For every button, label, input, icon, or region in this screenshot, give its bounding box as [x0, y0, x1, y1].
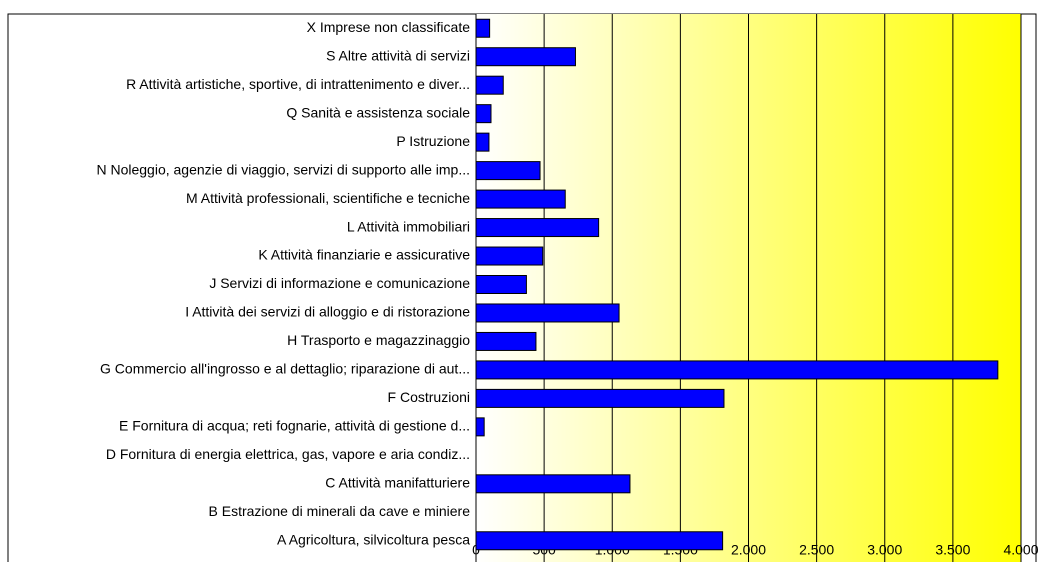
y-tick-label: M Attività professionali, scientifiche e…: [186, 190, 470, 206]
bar: [475, 531, 724, 551]
y-tick-label: N Noleggio, agenzie di viaggio, servizi …: [96, 161, 470, 177]
y-tick-label: A Agricoltura, silvicoltura pesca: [277, 531, 470, 547]
y-tick-label: R Attività artistiche, sportive, di intr…: [126, 76, 470, 92]
bar: [475, 360, 999, 380]
y-tick-label: H Trasporto e magazzinaggio: [287, 332, 470, 348]
x-tick-label: 4.000: [1003, 542, 1038, 558]
bar: [475, 18, 491, 38]
bar: [475, 388, 725, 408]
x-tick-label: 3.500: [935, 542, 970, 558]
y-tick-label: X Imprese non classificate: [307, 19, 471, 35]
y-tick-label: F Costruzioni: [388, 389, 470, 405]
y-tick-label: J Servizi di informazione e comunicazion…: [209, 275, 470, 291]
bar: [475, 132, 490, 152]
y-tick-label: I Attività dei servizi di alloggio e di …: [185, 304, 470, 320]
bar: [475, 246, 544, 266]
y-tick-label: D Fornitura di energia elettrica, gas, v…: [106, 446, 470, 462]
bar: [475, 104, 492, 124]
bar: [475, 47, 576, 67]
y-tick-label: P Istruzione: [396, 133, 470, 149]
x-tick-label: 2.000: [731, 542, 766, 558]
bar: [475, 417, 485, 437]
x-tick-label: 2.500: [799, 542, 834, 558]
y-tick-label: B Estrazione di minerali da cave e minie…: [209, 503, 471, 519]
y-tick-label: Q Sanità e assistenza sociale: [286, 104, 470, 120]
x-tick-label: 3.000: [867, 542, 902, 558]
y-tick-label: L Attività immobiliari: [347, 218, 470, 234]
bar: [475, 218, 600, 238]
bar: [475, 161, 541, 181]
bar: [475, 275, 527, 294]
bar: [475, 189, 566, 209]
bar: [475, 303, 620, 323]
y-tick-label: E Fornitura di acqua; reti fognarie, att…: [119, 418, 470, 434]
bar: [475, 75, 504, 95]
y-tick-label: G Commercio all'ingrosso e al dettaglio;…: [100, 361, 470, 377]
y-tick-label: C Attività manifatturiere: [325, 475, 470, 491]
bar: [475, 331, 537, 351]
y-tick-label: S Altre attività di servizi: [326, 47, 470, 63]
y-tick-label: K Attività finanziarie e assicurative: [258, 247, 470, 263]
bar: [475, 474, 631, 494]
